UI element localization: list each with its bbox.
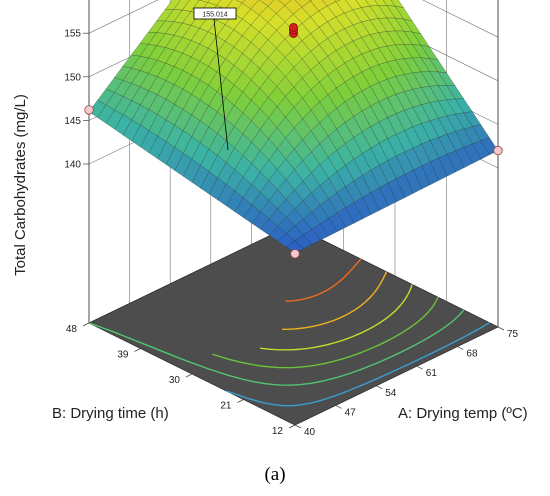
y-tick	[82, 322, 90, 327]
x-tick-label: 61	[426, 368, 438, 379]
figure-caption: (a)	[264, 464, 285, 485]
x-tick	[457, 346, 464, 350]
x-tick-label: 40	[304, 427, 316, 438]
x-tick	[376, 385, 383, 390]
z-tick-label: 155	[64, 29, 81, 40]
response-surface	[88, 0, 499, 254]
z-tick-label: 150	[64, 72, 81, 83]
y-tick-label: 39	[117, 350, 129, 361]
y-tick	[185, 373, 193, 378]
y-tick-label: 21	[220, 401, 232, 412]
z-axis-title: Total Carbohydrates (mg/L)	[12, 94, 29, 276]
z-tick-label: 140	[64, 160, 81, 171]
x-tick-label: 47	[345, 407, 357, 418]
y-axis-title: B: Drying time (h)	[52, 405, 169, 422]
y-tick	[288, 424, 296, 429]
surface-cell	[286, 240, 304, 254]
x-tick-label: 54	[385, 388, 397, 399]
y-tick-label: 48	[66, 324, 78, 335]
design-point	[84, 105, 94, 115]
design-points	[84, 22, 503, 259]
design-point	[289, 22, 298, 32]
y-tick	[237, 399, 244, 403]
y-tick	[134, 348, 141, 352]
y-tick-label: 30	[169, 375, 181, 386]
floor-contour-plot	[88, 224, 499, 426]
x-tick	[416, 365, 423, 370]
wall-gridline	[88, 0, 499, 38]
y-tick-label: 12	[272, 426, 284, 437]
contour-line	[285, 258, 362, 302]
contour-line	[212, 296, 439, 369]
x-tick	[294, 424, 302, 429]
contour-line	[282, 271, 388, 330]
x-tick-label: 75	[507, 329, 519, 340]
design-point	[493, 145, 503, 156]
contour-line	[88, 309, 465, 386]
tooltip-value: 155.014	[202, 12, 227, 19]
contour-line	[260, 284, 413, 351]
x-axis-title: A: Drying temp (ºC)	[398, 405, 528, 422]
x-tick-label: 68	[466, 349, 478, 360]
design-point	[290, 249, 300, 259]
tick-labels: 1401451501551601654047546168751221303948	[64, 29, 519, 438]
tooltip: 155.014	[193, 7, 237, 151]
x-tick	[497, 326, 505, 331]
x-tick	[335, 405, 342, 409]
z-tick-label: 145	[64, 116, 81, 127]
contour-line	[226, 322, 490, 407]
